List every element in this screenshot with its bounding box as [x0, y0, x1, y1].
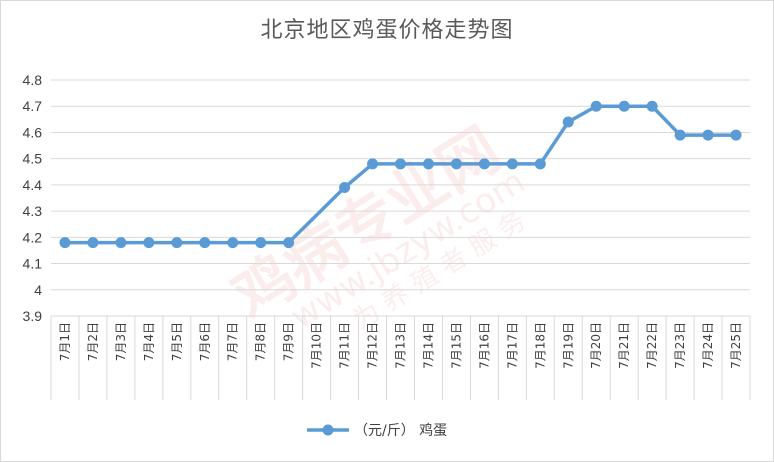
data-point: [395, 158, 406, 170]
x-tick-label: 7月11日: [338, 322, 352, 369]
x-tick-label: 7月20日: [589, 322, 603, 369]
x-tick-label: 7月8日: [254, 322, 268, 361]
y-tick-label: 4.1: [23, 256, 43, 272]
x-tick-label: 7月10日: [310, 322, 324, 369]
x-tick-label: 7月7日: [226, 322, 240, 361]
x-tick-label: 7月4日: [142, 322, 156, 361]
data-point: [422, 158, 434, 170]
x-tick-label: 7月9日: [282, 322, 296, 361]
x-tick-label: 7月3日: [114, 322, 128, 361]
x-tick-label: 7月23日: [673, 322, 687, 369]
y-axis-ticks: 3.9 4 4.1 4.2 4.3 4.4 4.5 4.6 4.7 4.8: [23, 72, 43, 324]
data-point: [646, 100, 658, 112]
x-tick-label: 7月19日: [561, 322, 575, 369]
y-tick-label: 4: [34, 282, 42, 298]
x-tick-label: 7月14日: [421, 322, 435, 369]
y-tick-label: 4.2: [23, 229, 43, 245]
data-point: [534, 158, 546, 170]
data-point: [562, 116, 574, 128]
y-tick-label: 4.6: [23, 124, 43, 140]
data-point: [59, 237, 71, 249]
data-point: [143, 237, 155, 249]
data-point: [702, 129, 714, 141]
x-tick-label: 7月24日: [701, 322, 715, 369]
x-tick-label: 7月2日: [86, 322, 100, 361]
y-tick-label: 4.8: [23, 72, 43, 88]
data-point: [730, 129, 742, 141]
data-point: [227, 237, 239, 249]
x-tick-label: 7月21日: [617, 322, 631, 369]
series-group: [59, 100, 742, 249]
data-point: [618, 100, 630, 112]
data-point: [87, 237, 99, 249]
data-point: [199, 237, 211, 249]
x-tick-label: 7月6日: [198, 322, 212, 361]
data-point: [255, 237, 267, 249]
data-point: [171, 237, 183, 249]
x-tick-label: 7月22日: [645, 322, 659, 369]
chart-title: 北京地区鸡蛋价格走势图: [260, 18, 514, 43]
x-tick-label: 7月25日: [729, 322, 743, 369]
x-tick-label: 7月15日: [449, 322, 463, 369]
data-point: [367, 158, 379, 170]
x-tick-label: 7月13日: [394, 322, 408, 369]
data-point: [590, 100, 602, 112]
data-point: [674, 129, 686, 141]
y-tick-label: 4.7: [23, 98, 43, 114]
data-point: [506, 158, 518, 170]
x-tick-label: 7月5日: [170, 322, 184, 361]
data-point: [339, 182, 351, 194]
data-point: [115, 237, 127, 249]
legend-label: （元/斤） 鸡蛋: [354, 422, 447, 439]
x-tick-label: 7月1日: [58, 322, 72, 361]
y-tick-label: 4.5: [23, 151, 43, 167]
y-tick-label: 4.3: [23, 203, 43, 219]
legend: （元/斤） 鸡蛋: [307, 422, 447, 439]
x-axis: 7月1日 7月2日 7月3日 7月4日 7月5日 7月6日 7月7日 7月8日 7月9日 7月10…: [50, 316, 751, 400]
x-tick-label: 7月17日: [505, 322, 519, 369]
data-point: [283, 237, 295, 249]
x-tick-label: 7月12日: [366, 322, 380, 369]
legend-marker: [322, 424, 334, 436]
data-point: [478, 158, 490, 170]
y-tick-label: 3.9: [23, 308, 43, 324]
y-tick-label: 4.4: [23, 177, 43, 193]
data-point: [450, 158, 462, 170]
x-tick-label: 7月16日: [477, 322, 491, 369]
x-tick-label: 7月18日: [533, 322, 547, 369]
